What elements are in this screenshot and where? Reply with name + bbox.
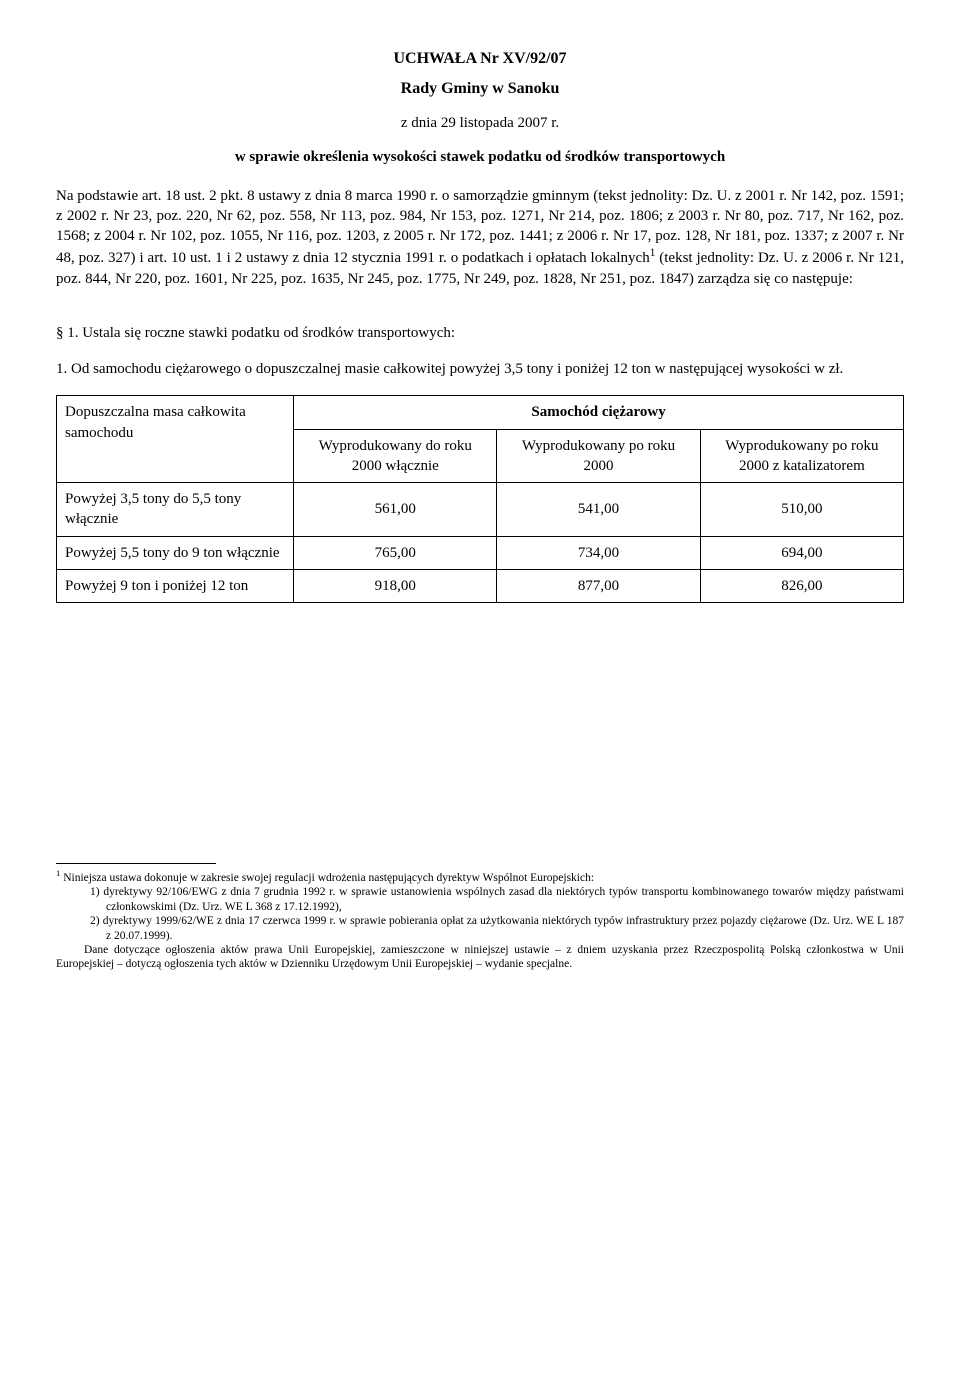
table-row: Powyżej 5,5 tony do 9 ton włącznie 765,0… bbox=[57, 536, 904, 569]
item-1: 1. Od samochodu ciężarowego o dopuszczal… bbox=[74, 359, 904, 379]
col-group-header: Samochód ciężarowy bbox=[294, 396, 904, 429]
footnote-pt1: 1) dyrektywy 92/106/EWG z dnia 7 grudnia… bbox=[90, 885, 904, 914]
rates-table: Dopuszczalna masa całkowita samochodu Sa… bbox=[56, 395, 904, 603]
row-value: 877,00 bbox=[497, 569, 700, 602]
subcol-2: Wyprodukowany po roku 2000 z katalizator… bbox=[700, 429, 903, 483]
row-label: Powyżej 5,5 tony do 9 ton włącznie bbox=[57, 536, 294, 569]
footnote-separator bbox=[56, 863, 216, 864]
row-value: 918,00 bbox=[294, 569, 497, 602]
row-value: 826,00 bbox=[700, 569, 903, 602]
resolution-date: z dnia 29 listopada 2007 r. bbox=[56, 113, 904, 133]
table-row: Powyżej 3,5 tony do 5,5 tony włącznie 56… bbox=[57, 483, 904, 537]
row-value: 765,00 bbox=[294, 536, 497, 569]
preamble: Na podstawie art. 18 ust. 2 pkt. 8 ustaw… bbox=[56, 186, 904, 289]
council-name: Rady Gminy w Sanoku bbox=[56, 78, 904, 100]
subcol-0: Wyprodukowany do roku 2000 włącznie bbox=[294, 429, 497, 483]
resolution-subject: w sprawie określenia wysokości stawek po… bbox=[56, 147, 904, 167]
row-value: 561,00 bbox=[294, 483, 497, 537]
table-row: Powyżej 9 ton i poniżej 12 ton 918,00 87… bbox=[57, 569, 904, 602]
footnote-lead-text: Niniejsza ustawa dokonuje w zakresie swo… bbox=[60, 872, 594, 884]
row-value: 694,00 bbox=[700, 536, 903, 569]
row-value: 541,00 bbox=[497, 483, 700, 537]
row-value: 510,00 bbox=[700, 483, 903, 537]
row-value: 734,00 bbox=[497, 536, 700, 569]
footnote-lead: 1 Niniejsza ustawa dokonuje w zakresie s… bbox=[56, 868, 904, 885]
footnote: 1 Niniejsza ustawa dokonuje w zakresie s… bbox=[56, 868, 904, 971]
table-header-row: Dopuszczalna masa całkowita samochodu Sa… bbox=[57, 396, 904, 429]
title-block: UCHWAŁA Nr XV/92/07 Rady Gminy w Sanoku … bbox=[56, 48, 904, 168]
subcol-1: Wyprodukowany po roku 2000 bbox=[497, 429, 700, 483]
footnote-tail: Dane dotyczące ogłoszenia aktów prawa Un… bbox=[56, 943, 904, 972]
row-label: Powyżej 9 ton i poniżej 12 ton bbox=[57, 569, 294, 602]
section-1: § 1. Ustala się roczne stawki podatku od… bbox=[56, 323, 904, 343]
col-mass-header: Dopuszczalna masa całkowita samochodu bbox=[57, 396, 294, 483]
row-label: Powyżej 3,5 tony do 5,5 tony włącznie bbox=[57, 483, 294, 537]
footnote-pt2: 2) dyrektywy 1999/62/WE z dnia 17 czerwc… bbox=[90, 914, 904, 943]
resolution-number: UCHWAŁA Nr XV/92/07 bbox=[56, 48, 904, 70]
